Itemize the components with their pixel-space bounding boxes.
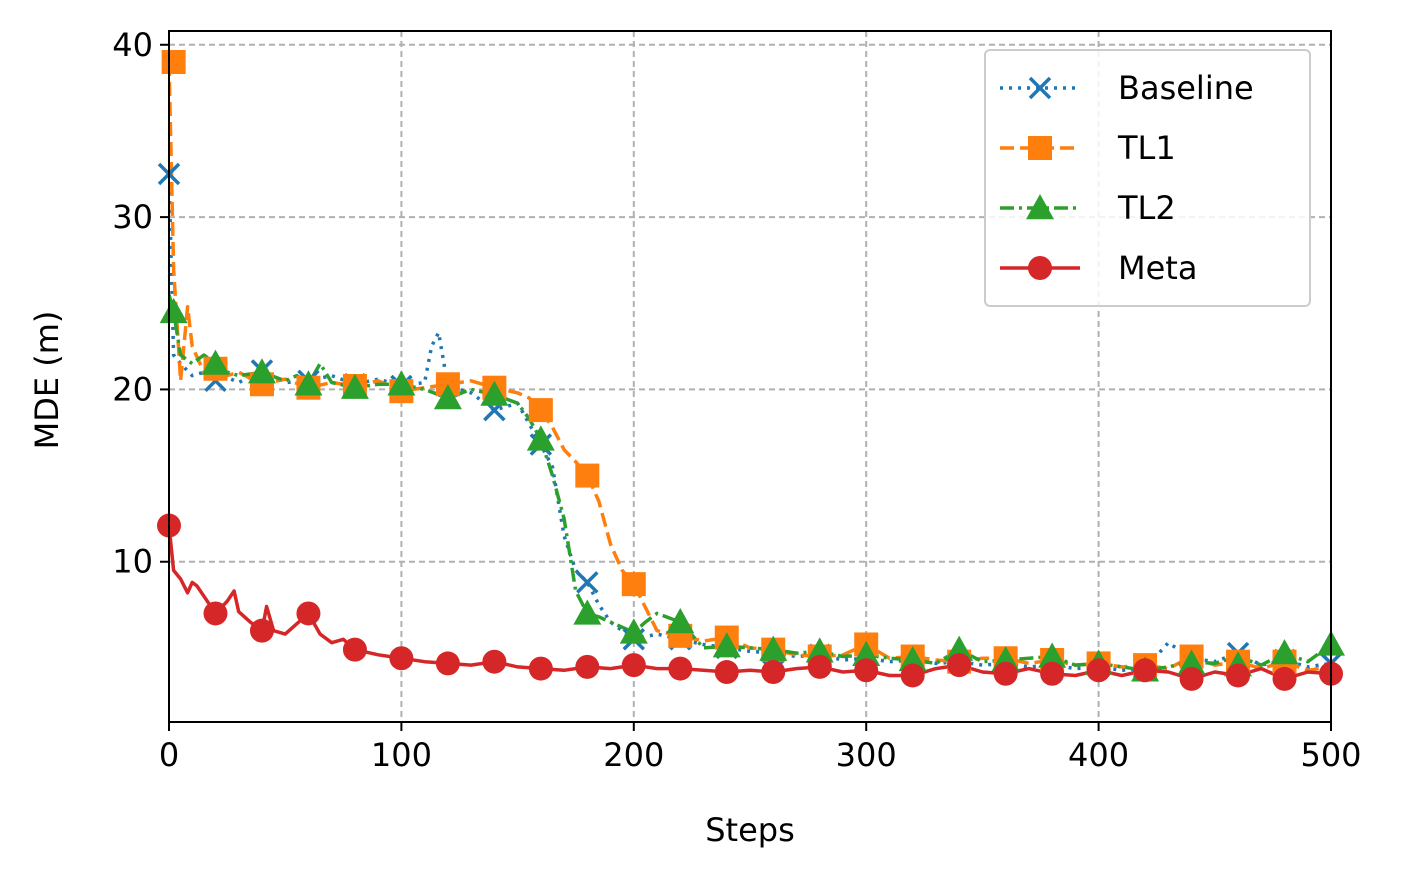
series-marker-tl1	[528, 398, 553, 423]
y-axis-label: MDE (m)	[28, 311, 66, 450]
series-marker-meta	[761, 660, 786, 685]
series-marker-tl2	[526, 425, 555, 451]
legend-label-baseline: Baseline	[1118, 69, 1254, 107]
series-marker-meta	[342, 637, 367, 662]
series-marker-meta	[900, 663, 925, 688]
y-tick-label: 20	[112, 370, 153, 408]
x-tick-label: 400	[1068, 736, 1129, 774]
series-marker-tl2	[1270, 639, 1299, 665]
series-marker-tl2	[852, 640, 881, 666]
legend-label-tl2: TL2	[1117, 189, 1176, 227]
x-tick-label: 200	[603, 736, 664, 774]
series-marker-tl2	[898, 645, 927, 672]
y-tick-label: 30	[112, 198, 153, 236]
legend-label-tl1: TL1	[1117, 129, 1176, 167]
series-marker-tl2	[247, 358, 276, 384]
series-marker-meta	[389, 646, 414, 671]
y-tick-label: 40	[112, 26, 153, 64]
x-axis: 0 100 200 300 400 500	[159, 722, 1362, 774]
series-marker-meta	[621, 653, 646, 678]
series-marker-meta	[1133, 658, 1158, 683]
series-marker-tl2	[201, 349, 230, 375]
y-tick-label: 10	[112, 543, 153, 581]
series-marker-meta	[993, 661, 1018, 686]
series-marker-meta	[575, 654, 600, 679]
series-marker-tl2	[480, 380, 509, 406]
series-marker-meta	[807, 654, 832, 679]
series-marker-tl2	[294, 370, 323, 396]
series-marker-tl2	[159, 297, 188, 324]
series-marker-tl1	[621, 572, 646, 597]
series-marker-meta	[482, 649, 507, 674]
series-marker-meta	[714, 660, 739, 685]
series-marker-baseline	[576, 571, 599, 594]
legend-marker-baseline	[1028, 76, 1052, 100]
legend-label-meta: Meta	[1118, 249, 1197, 287]
y-axis: 10 20 30 40	[112, 26, 169, 581]
series-marker-tl2	[712, 632, 741, 658]
series-marker-meta	[203, 601, 228, 626]
series-marker-tl2	[433, 384, 462, 410]
series-marker-tl2	[945, 635, 974, 661]
series-marker-tl2	[759, 635, 788, 661]
series-marker-meta	[1226, 663, 1251, 688]
series-marker-meta	[435, 651, 460, 676]
legend-marker-meta	[1028, 256, 1052, 280]
series-marker-meta	[296, 601, 321, 626]
series-markers	[157, 50, 1345, 691]
plot-area	[157, 50, 1345, 691]
series-marker-meta	[668, 656, 693, 681]
series-marker-meta	[1272, 666, 1297, 691]
series-marker-tl2	[805, 637, 834, 663]
legend-marker-tl2	[1026, 194, 1054, 220]
x-tick-label: 500	[1300, 736, 1361, 774]
series-marker-meta	[854, 658, 879, 683]
series-marker-tl2	[1038, 642, 1067, 668]
x-axis-label: Steps	[705, 811, 795, 849]
series-marker-meta	[1179, 666, 1204, 691]
series-marker-tl1	[161, 50, 186, 75]
series-marker-tl1	[575, 463, 600, 488]
series-marker-meta	[249, 618, 274, 643]
series-marker-tl2	[340, 373, 369, 399]
x-tick-label: 0	[159, 736, 179, 774]
series-marker-meta	[947, 653, 972, 678]
x-tick-label: 300	[836, 736, 897, 774]
legend: Baseline TL1 TL2 Meta	[984, 49, 1311, 307]
series-marker-tl2	[573, 599, 602, 625]
series-marker-meta	[528, 656, 553, 681]
plot-frame	[168, 30, 1332, 723]
series-marker-tl2	[666, 608, 695, 634]
series-marker-meta	[1086, 658, 1111, 683]
series-marker-tl2	[1177, 649, 1206, 675]
series-marker-meta	[1040, 661, 1065, 686]
legend-marker-tl1	[1028, 136, 1052, 160]
x-tick-label: 100	[371, 736, 432, 774]
series-marker-tl2	[619, 618, 648, 644]
legend-box	[984, 49, 1311, 307]
series-marker-tl2	[387, 370, 416, 396]
